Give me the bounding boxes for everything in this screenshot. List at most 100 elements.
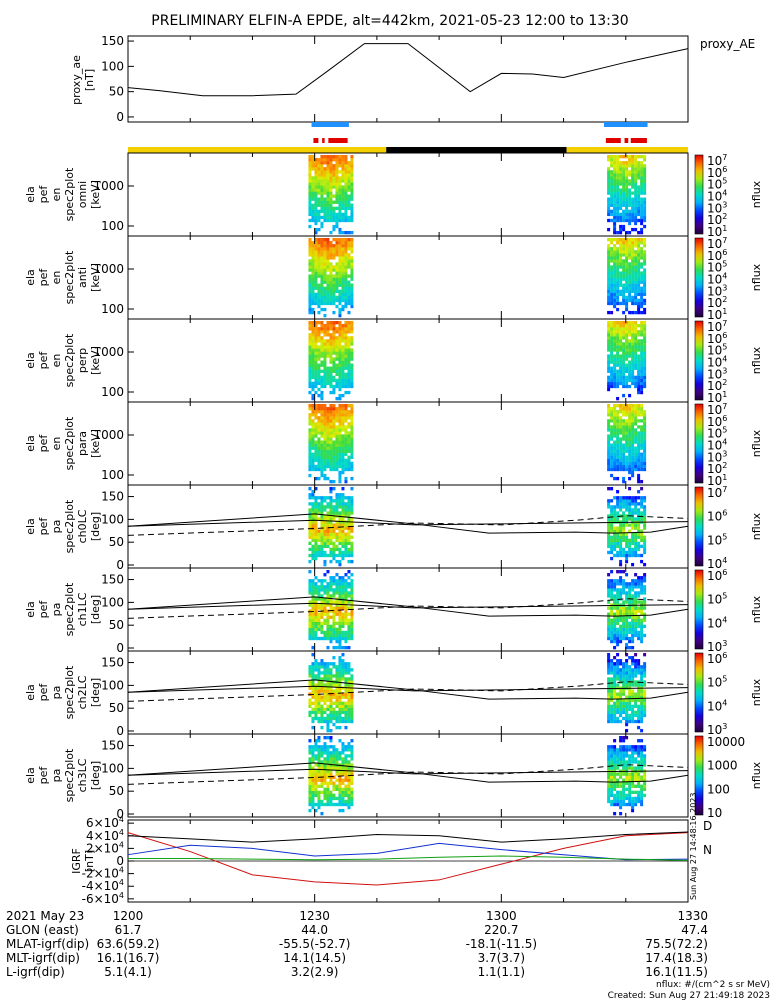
spectrogram-cell (308, 748, 312, 752)
spectrogram-cell (332, 342, 336, 346)
spectrogram-cell (317, 532, 321, 536)
spectrogram-cell (607, 671, 611, 675)
spectrogram-cell (311, 265, 315, 269)
spectrogram-cell (634, 289, 638, 293)
spectrogram-cell (628, 455, 632, 459)
spectrogram-cell (341, 763, 345, 767)
spectrogram-cell (619, 238, 623, 242)
colorbar-tick-label: 107 (707, 319, 727, 334)
spectrogram-cell (616, 760, 620, 764)
panel-ylabel: spec2plot (63, 748, 76, 802)
spectrogram-cell (350, 487, 354, 491)
spectrogram-cell (610, 274, 614, 278)
spectrogram-cell (326, 618, 330, 622)
spectrogram-cell (311, 289, 315, 293)
spectrogram-cell (323, 745, 327, 749)
spectrogram-cell (338, 511, 342, 515)
spectrogram-cell (625, 787, 629, 791)
spectrogram-cell (314, 218, 318, 223)
spectrogram-cell (625, 167, 629, 171)
spectrogram-cell (625, 633, 629, 638)
spectrogram-cell (326, 570, 330, 574)
spectrogram-cell (643, 449, 647, 453)
spectrogram-cell (323, 289, 327, 293)
spectrogram-cell (610, 238, 614, 242)
spectrogram-cell (344, 410, 348, 414)
spectrogram-cell (607, 283, 611, 287)
spectrogram-cell (341, 748, 345, 752)
spectrogram-cell (320, 467, 324, 472)
spectrogram-cell (643, 351, 647, 355)
spectrogram-cell (308, 238, 312, 242)
spectrogram-cell (610, 369, 614, 373)
spectrogram-cell (640, 354, 644, 358)
spectrogram-cell (625, 164, 629, 168)
spectrogram-cell (616, 351, 620, 355)
spectrogram-cell (314, 375, 318, 380)
spectrogram-cell (631, 227, 635, 232)
spectrogram-cell (326, 286, 330, 290)
spectrogram-cell (347, 742, 351, 746)
spectrogram-cell (338, 464, 342, 469)
spectrogram-cell (338, 493, 342, 497)
spectrogram-cell (625, 218, 629, 223)
spectrogram-cell (326, 218, 330, 223)
spectrogram-cell (347, 458, 351, 463)
spectrogram-cell (616, 378, 620, 383)
spectrogram-cell (344, 206, 348, 210)
spectrogram-cell (643, 455, 647, 459)
spectrogram-cell (619, 428, 623, 432)
spectrogram-cell (613, 532, 617, 536)
spectrogram-cell (610, 250, 614, 254)
spectrogram-cell (317, 505, 321, 509)
spectrogram-cell (628, 212, 632, 217)
spectrogram-cell (311, 375, 315, 380)
spectrogram-cell (634, 419, 638, 423)
spectrogram-cell (634, 671, 638, 675)
spectrogram-cell (326, 161, 330, 165)
spectrogram-cell (637, 615, 641, 619)
spectrogram-cell (610, 784, 614, 788)
spectrogram-cell (341, 508, 345, 512)
spectrogram-cell (341, 576, 345, 580)
spectrogram-cell (320, 158, 324, 162)
spectrogram-cell (610, 582, 614, 586)
spectrogram-cell (634, 238, 638, 242)
y-tick-label: 150 (101, 573, 124, 587)
spectrogram-cell (350, 378, 354, 383)
panel-ylabel: en (50, 437, 63, 451)
spectrogram-cell (317, 689, 321, 693)
spectrogram-cell (640, 790, 644, 795)
spectrogram-cell (341, 585, 345, 589)
spectrogram-cell (625, 259, 629, 263)
spectrogram-cell (329, 161, 333, 165)
spectrogram-cell (607, 259, 611, 263)
spectrogram-cell (329, 218, 333, 223)
spectrogram-cell (347, 292, 351, 297)
spectrogram-cell (338, 301, 342, 306)
spectrogram-cell (338, 520, 342, 524)
spectrogram-cell (613, 221, 617, 226)
spectrogram-cell (341, 704, 345, 708)
spectrogram-cell (347, 594, 351, 598)
spectrogram-cell (634, 591, 638, 595)
spectrogram-cell (619, 689, 623, 693)
spectrogram-cell (643, 615, 647, 619)
spectrogram-cell (643, 600, 647, 604)
spectrogram-cell (643, 710, 647, 715)
spectrogram-cell (347, 461, 351, 466)
spectrogram-cell (308, 224, 312, 229)
spectrogram-cell (613, 185, 617, 189)
spectrogram-cell (323, 606, 327, 610)
spectrogram-cell (616, 179, 620, 183)
spectrogram-cell (628, 369, 632, 373)
spectrogram-cell (628, 161, 632, 165)
spectrogram-cell (317, 802, 321, 807)
spectrogram-cell (631, 268, 635, 272)
y-tick-label: -4×104 (82, 878, 124, 893)
spectrogram-cell (314, 413, 318, 417)
spectrogram-cell (323, 621, 327, 625)
spectrogram-cell (314, 372, 318, 376)
spectrogram-cell (628, 416, 632, 420)
